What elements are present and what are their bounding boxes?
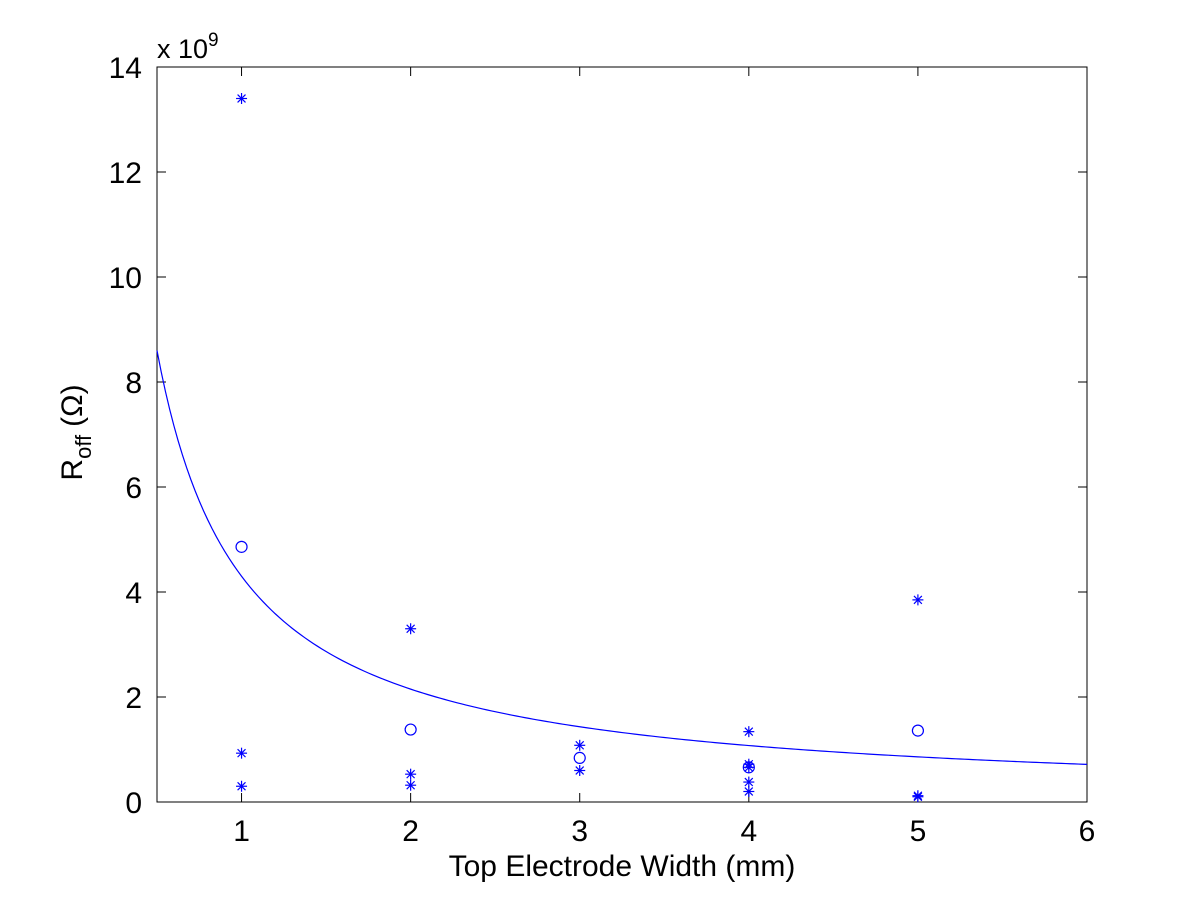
asterisk-marker (743, 776, 755, 788)
asterisk-stroke (575, 766, 585, 775)
circle-marker (404, 723, 417, 736)
asterisk-marker (743, 786, 755, 797)
asterisk-marker (405, 623, 417, 635)
asterisk-stroke (744, 727, 754, 737)
asterisk-stroke (913, 595, 923, 605)
labels-layer: Top Electrode Width (mm) Roff (Ω) x 109 1… (56, 30, 1095, 883)
x-tick-label: 5 (910, 815, 927, 848)
y-tick-label: 6 (125, 472, 142, 505)
asterisk-marker (574, 765, 586, 776)
asterisk-marker (574, 739, 586, 751)
circle-marker (573, 751, 586, 765)
asterisk-stroke (744, 777, 754, 787)
asterisk-marker (236, 93, 248, 104)
x-tick-label: 6 (1079, 815, 1096, 848)
asterisk-marker (743, 761, 755, 773)
asterisk-stroke (237, 94, 246, 103)
data-layer (156, 93, 1088, 803)
asterisk-marker (405, 768, 417, 780)
asterisk-stroke (575, 740, 585, 750)
circle-marker (911, 724, 925, 737)
asterisk-marker (743, 726, 755, 738)
x-tick-label: 1 (233, 815, 250, 848)
y-scale-exponent: 9 (208, 30, 219, 51)
asterisk-marker (405, 779, 417, 791)
x-tick-label: 4 (740, 815, 757, 848)
y-axis-title-subscript: off (71, 434, 96, 459)
y-tick-label: 10 (109, 262, 142, 295)
asterisk-stroke (406, 624, 416, 634)
x-tick-label: 2 (402, 815, 419, 848)
y-tick-label: 14 (109, 52, 142, 85)
circle-marker (742, 761, 755, 774)
y-tick-label: 12 (109, 157, 142, 190)
asterisk-stroke (237, 781, 246, 791)
asterisk-marker (912, 791, 924, 803)
y-axis-title-main: R (56, 459, 89, 481)
axes-layer (156, 66, 1088, 803)
y-scale-exponent-label: x 109 (157, 30, 219, 64)
asterisk-stroke (744, 787, 754, 796)
y-tick-label: 0 (125, 787, 142, 820)
asterisk-stroke (913, 792, 923, 802)
y-tick-label: 2 (125, 682, 142, 715)
asterisk-marker (912, 594, 924, 606)
y-tick-label: 4 (125, 577, 142, 610)
plot-frame (156, 66, 1088, 803)
asterisk-stroke (744, 762, 754, 772)
y-axis-title: Roff (Ω) (56, 384, 96, 480)
fit-curve (156, 350, 1088, 765)
x-axis-title: Top Electrode Width (mm) (449, 850, 796, 883)
asterisk-stroke (406, 769, 416, 779)
asterisk-stroke (406, 780, 416, 790)
y-tick-label: 8 (125, 367, 142, 400)
y-scale-prefix: x 10 (157, 34, 208, 64)
y-axis-title-unit: (Ω) (56, 384, 89, 426)
asterisk-marker (236, 747, 248, 759)
asterisk-marker (236, 780, 248, 792)
circle-marker (235, 540, 248, 553)
x-tick-label: 3 (571, 815, 588, 848)
asterisk-stroke (237, 748, 246, 758)
